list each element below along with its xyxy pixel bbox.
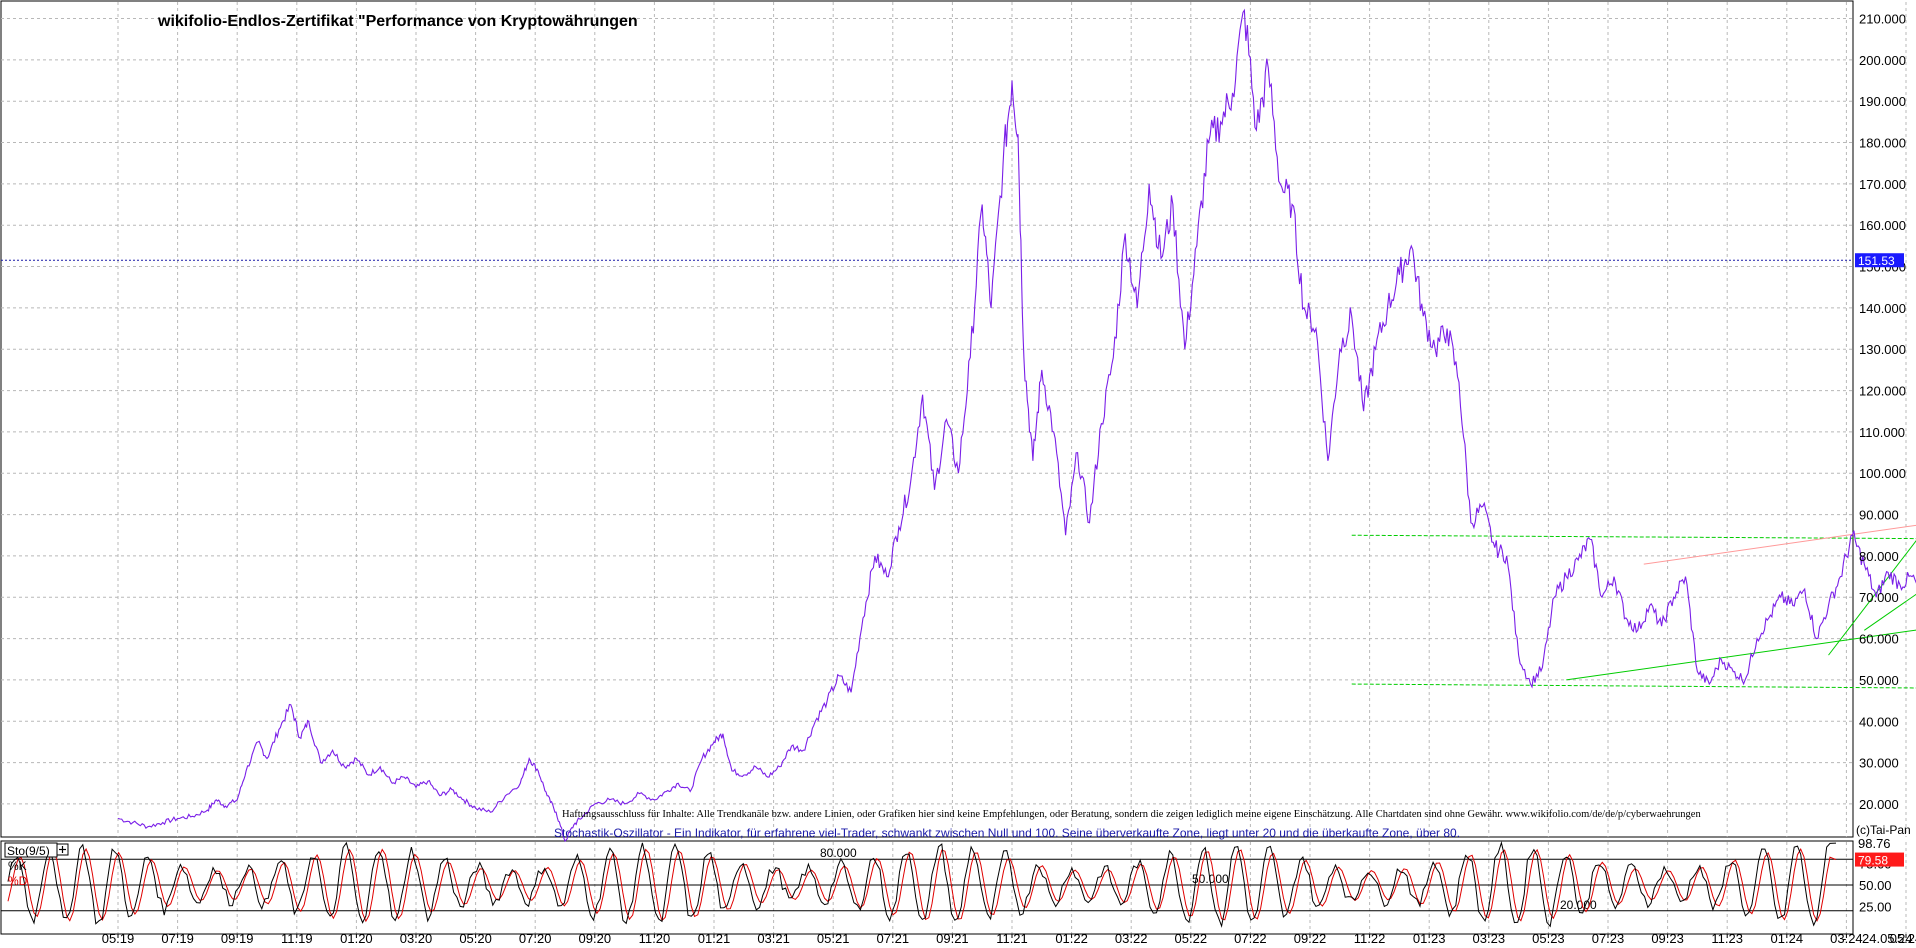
y-tick-label: 100.000 <box>1859 466 1906 481</box>
last-k-tag <box>1855 836 1904 851</box>
x-end-date: 24.05.24 <box>1862 931 1913 946</box>
trend-line <box>1643 524 1916 565</box>
last-d-label: 79.58 <box>1858 854 1888 868</box>
x-tick-label: 01.20 <box>340 931 373 946</box>
oscillator-level-label: 50.000 <box>1192 872 1229 886</box>
y-tick-label: 40.000 <box>1859 714 1899 729</box>
x-tick-label: 07.19 <box>161 931 194 946</box>
x-tick-label: 01.24 <box>1771 931 1804 946</box>
legend-d: %D <box>8 874 28 888</box>
x-tick-label: 01.23 <box>1413 931 1446 946</box>
x-tick-label: 09.23 <box>1651 931 1684 946</box>
x-end-dash: - <box>1842 931 1846 946</box>
legend-k: %K <box>8 859 27 873</box>
y-tick-label: 140.000 <box>1859 301 1906 316</box>
y-tick-label: 30.000 <box>1859 756 1899 771</box>
x-tick-label: 11.23 <box>1711 931 1743 946</box>
y-tick-label: 20.000 <box>1859 797 1899 812</box>
y-tick-label: 210.000 <box>1859 12 1906 27</box>
indicator-label: Sto(9/5) <box>7 844 50 858</box>
y-tick-label: 170.000 <box>1859 177 1906 192</box>
y-tick-label: 180.000 <box>1859 136 1906 151</box>
x-tick-label: 11.21 <box>996 931 1028 946</box>
x-tick-label: 05.21 <box>817 931 850 946</box>
stoch-k-line <box>7 841 1837 928</box>
x-tick-label: 01.21 <box>698 931 731 946</box>
x-tick-label: 05.19 <box>102 931 135 946</box>
last-value-label: 151.53 <box>1858 254 1895 268</box>
x-tick-label: 09.21 <box>936 931 969 946</box>
stoch-d-line <box>7 847 1837 923</box>
x-tick-label: 11.22 <box>1354 931 1386 946</box>
y-tick-label: 200.000 <box>1859 53 1906 68</box>
resistance-line <box>1351 534 1916 540</box>
x-tick-label: 05.23 <box>1532 931 1565 946</box>
y-tick-label: 110.000 <box>1859 425 1905 440</box>
y-tick-label: 70.000 <box>1859 590 1899 605</box>
trend-line <box>1566 629 1916 681</box>
y-tick-label: 130.000 <box>1859 342 1906 357</box>
x-tick-label: 03.20 <box>400 931 433 946</box>
oscillator-y-tick: 50.00 <box>1859 878 1892 893</box>
y-tick-label: 190.000 <box>1859 94 1906 109</box>
y-tick-label: 160.000 <box>1859 218 1906 233</box>
x-tick-label: 11.20 <box>639 931 671 946</box>
price-line <box>117 8 1916 843</box>
channel-line <box>1828 540 1916 656</box>
oscillator-description: Stochastik-Oszillator - Ein Indikator, f… <box>554 826 1460 840</box>
chart-title: wikifolio-Endlos-Zertifikat "Performance… <box>157 13 638 30</box>
y-tick-label: 60.000 <box>1859 632 1899 647</box>
channel-line <box>1863 593 1916 631</box>
x-tick-label: 03.22 <box>1115 931 1148 946</box>
y-tick-label: 50.000 <box>1859 673 1899 688</box>
x-tick-label: 07.23 <box>1592 931 1625 946</box>
disclaimer-text: Haftungsausschluss für Inhalte: Alle Tre… <box>562 809 1701 820</box>
x-tick-label: 09.19 <box>221 931 254 946</box>
price-panel-frame <box>0 0 1854 838</box>
x-tick-label: 03.24 <box>1830 931 1863 946</box>
x-tick-label: 09.20 <box>579 931 612 946</box>
x-tick-label: 05.22 <box>1175 931 1208 946</box>
y-tick-label: 90.000 <box>1859 508 1899 523</box>
x-tick-label: 07.22 <box>1234 931 1267 946</box>
x-tick-label: 03.23 <box>1473 931 1506 946</box>
x-tick-label: 03.21 <box>757 931 790 946</box>
oscillator-level-label: 80.000 <box>820 846 857 860</box>
last-value-tag <box>1855 253 1904 268</box>
last-k-label: 98.76 <box>1858 836 1891 851</box>
x-tick-label: 01.22 <box>1055 931 1088 946</box>
x-tick-label: 05.20 <box>459 931 492 946</box>
support-line <box>1351 683 1916 689</box>
last-d-tag <box>1855 852 1904 867</box>
x-tick-label: 09.22 <box>1294 931 1327 946</box>
oscillator-y-tick: 25.00 <box>1859 900 1892 915</box>
x-tick-label: 11.19 <box>281 931 313 946</box>
y-tick-label: 80.000 <box>1859 549 1899 564</box>
x-tick-label: 07.21 <box>877 931 910 946</box>
credit-label: (c)Tai-Pan <box>1856 823 1911 837</box>
y-tick-label: 120.000 <box>1859 384 1906 399</box>
x-tick-label: 05.24 <box>1890 931 1916 946</box>
x-tick-label: 07.20 <box>519 931 552 946</box>
